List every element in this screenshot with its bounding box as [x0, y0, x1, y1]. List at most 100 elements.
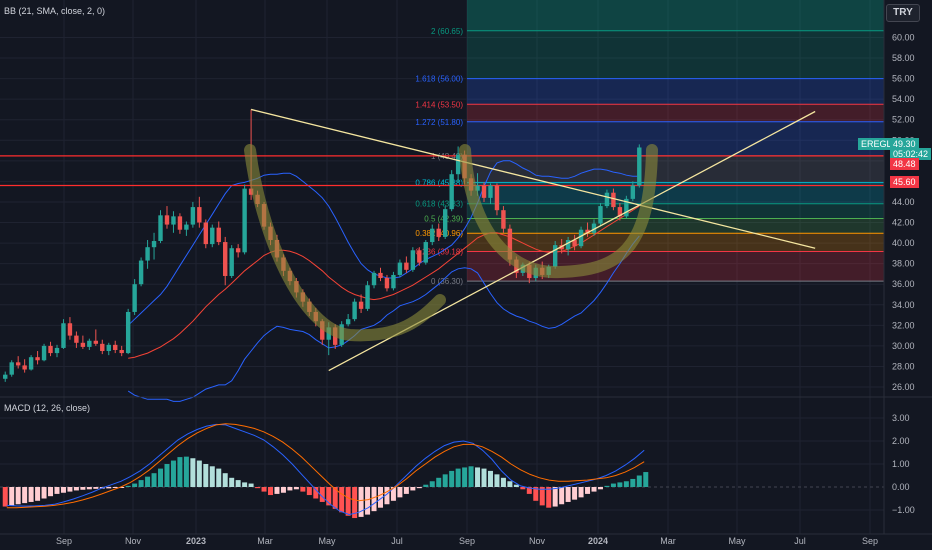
- candle-body: [3, 374, 8, 379]
- macd-histogram-bar: [132, 483, 138, 487]
- time-tick-label: Sep: [862, 536, 878, 546]
- macd-tick-label: 0.00: [892, 482, 910, 492]
- macd-histogram-bar: [67, 487, 73, 492]
- fib-zone: [467, 30, 884, 79]
- candle-body: [151, 241, 157, 248]
- time-tick-label: Nov: [529, 536, 546, 546]
- candle-body: [41, 345, 47, 361]
- fib-label: 1.618 (56.00): [415, 75, 463, 84]
- macd-histogram-bar: [423, 484, 429, 487]
- symbol-tag: EREGL: [858, 138, 895, 150]
- candle-body: [410, 250, 416, 270]
- candle-body: [430, 228, 435, 243]
- price-tick-label: 36.00: [892, 279, 915, 289]
- macd-tick-label: −1.00: [892, 505, 915, 515]
- macd-histogram-bar: [591, 487, 597, 492]
- candle-body: [449, 174, 454, 210]
- candle-body: [591, 223, 597, 233]
- candle-body: [611, 192, 616, 208]
- fib-zone: [467, 78, 884, 105]
- macd-histogram-bar: [158, 468, 164, 487]
- candle-body: [15, 362, 21, 366]
- macd-histogram-bar: [604, 485, 610, 487]
- price-pane[interactable]: 0 (36.30)0.236 (39.18)0.382 (40.96)0.5 (…: [0, 0, 884, 534]
- price-tick-label: 28.00: [892, 361, 915, 371]
- candle-body: [365, 285, 370, 309]
- candle-body: [572, 239, 577, 247]
- candle-body: [190, 207, 196, 225]
- candle-body: [488, 185, 493, 198]
- macd-histogram-bar: [390, 487, 396, 501]
- macd-histogram-bar: [358, 487, 364, 517]
- macd-histogram-bar: [255, 487, 261, 489]
- macd-histogram-bar: [93, 487, 99, 489]
- macd-histogram-bar: [54, 487, 60, 494]
- macd-histogram-bar: [261, 487, 267, 492]
- macd-histogram-bar: [300, 487, 306, 492]
- candle-body: [138, 260, 144, 285]
- macd-histogram-bar: [138, 480, 144, 487]
- time-tick-label: Mar: [660, 536, 676, 546]
- macd-histogram-bar: [242, 482, 248, 487]
- time-tick-label: May: [728, 536, 746, 546]
- macd-histogram-bar: [209, 466, 215, 487]
- candle-body: [28, 357, 34, 370]
- macd-histogram-bar: [475, 467, 481, 487]
- candle-body: [210, 227, 215, 245]
- time-tick-label: May: [318, 536, 336, 546]
- candle-body: [578, 229, 584, 247]
- currency-badge[interactable]: TRY: [886, 4, 920, 22]
- macd-histogram-bar: [73, 487, 79, 491]
- macd-histogram-bar: [248, 483, 254, 487]
- time-tick-label: 2023: [186, 536, 206, 546]
- candle-body: [242, 188, 247, 253]
- candle-body: [345, 319, 351, 325]
- candle-body: [384, 278, 390, 289]
- macd-histogram-bar: [22, 487, 28, 504]
- candle-body: [74, 335, 79, 343]
- macd-indicator-label[interactable]: MACD (12, 26, close): [4, 403, 91, 413]
- last-price-tag: 49.30: [890, 138, 919, 150]
- macd-histogram-bar: [119, 487, 125, 488]
- fib-zone: [467, 203, 884, 219]
- macd-histogram-bar: [597, 487, 603, 490]
- macd-histogram-bar: [332, 487, 338, 509]
- macd-pane[interactable]: [0, 417, 884, 519]
- candle-body: [132, 284, 137, 312]
- cup-highlight-left: [244, 144, 446, 342]
- candle-body: [177, 216, 183, 230]
- candle-body: [565, 239, 571, 250]
- macd-histogram-bar: [280, 487, 286, 493]
- macd-histogram-bar: [235, 480, 241, 487]
- candle-body: [164, 215, 170, 225]
- macd-histogram-bar: [403, 487, 409, 494]
- candle-body: [617, 207, 623, 217]
- macd-tick-label: 2.00: [892, 436, 910, 446]
- macd-histogram-bar: [416, 487, 422, 489]
- macd-histogram-bar: [352, 487, 358, 519]
- countdown-tag: 05:02:42: [890, 148, 932, 160]
- candle-body: [481, 185, 487, 198]
- macd-histogram-bar: [397, 487, 403, 498]
- fib-label: 2 (60.65): [431, 27, 463, 36]
- time-tick-label: Jul: [391, 536, 403, 546]
- candle-body: [197, 207, 202, 223]
- price-tick-label: 40.00: [892, 238, 915, 248]
- candle-body: [507, 228, 513, 260]
- macd-histogram-bar: [481, 468, 487, 487]
- macd-histogram-bar: [326, 487, 332, 506]
- macd-histogram-bar: [539, 487, 545, 506]
- macd-histogram-bar: [313, 487, 319, 499]
- candle-body: [436, 228, 441, 237]
- fib-label: 0.786 (45.88): [415, 179, 463, 188]
- macd-histogram-bar: [526, 487, 532, 494]
- macd-histogram-bar: [513, 484, 519, 487]
- time-tick-label: Mar: [257, 536, 273, 546]
- macd-histogram-bar: [462, 467, 468, 487]
- bb-indicator-label[interactable]: BB (21, SMA, close, 2, 0): [4, 6, 106, 16]
- candle-body: [624, 198, 629, 217]
- macd-histogram-bar: [507, 481, 513, 487]
- macd-histogram-bar: [293, 487, 299, 490]
- macd-histogram-bar: [190, 458, 196, 487]
